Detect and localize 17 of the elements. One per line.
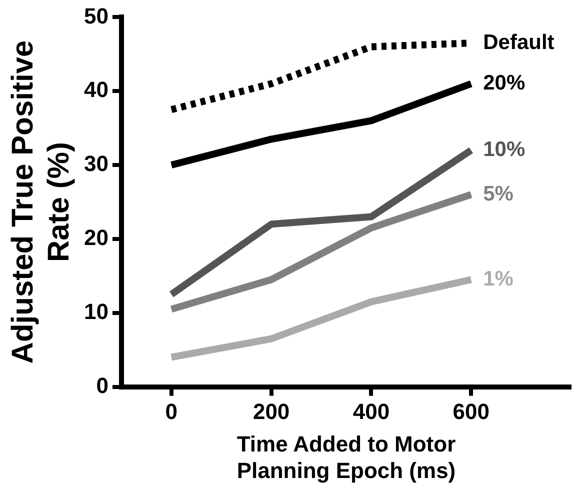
x-tick-label: 0 [165,399,178,424]
series-label: 5% [483,182,514,206]
series-label: Default [483,30,554,54]
y-tick-label: 50 [84,3,108,28]
y-tick-label: 20 [84,225,108,250]
x-tick-label: 600 [452,399,490,424]
series-label: 20% [483,72,526,95]
y-tick-label: 0 [96,372,108,398]
x-tick-label: 200 [252,399,290,424]
y-axis-title: Adjusted True Positive Rate (%) [6,40,76,364]
series-label: 10% [483,138,526,162]
y-tick-label: 30 [84,151,108,176]
series-label: 1% [483,267,514,290]
y-tick-label: 10 [84,298,108,324]
x-tick-label: 400 [352,399,390,424]
x-axis-title: Time Added to Motor Planning Epoch (ms) [236,431,456,483]
y-tick-label: 40 [84,77,108,102]
